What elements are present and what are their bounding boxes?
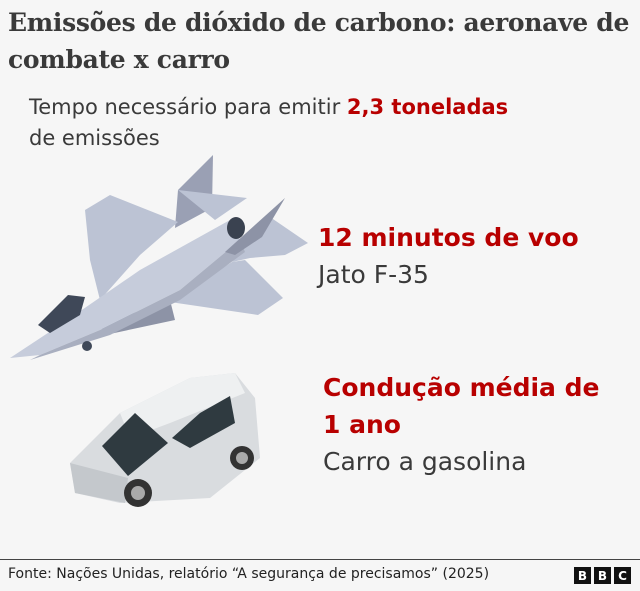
car-illustration <box>70 373 260 507</box>
source-note: Fonte: Nações Unidas, relatório “A segur… <box>8 566 490 582</box>
logo-letter: B <box>574 567 591 584</box>
subtitle: Tempo necessário para emitir 2,3 tonelad… <box>29 92 508 154</box>
subtitle-suffix: de emissões <box>29 126 160 150</box>
car-stat: Condução média de 1 ano Carro a gasolina <box>323 369 599 480</box>
subtitle-highlight: 2,3 toneladas <box>346 95 509 119</box>
car-headline-line1: Condução média de <box>323 373 600 402</box>
subtitle-prefix: Tempo necessário para emitir <box>29 95 347 119</box>
jet-label: Jato F-35 <box>318 260 429 289</box>
bbc-logo: B B C <box>574 567 631 584</box>
jet-stat: 12 minutos de voo Jato F-35 <box>318 219 579 293</box>
jet-headline: 12 minutos de voo <box>318 223 579 252</box>
car-headline-line2: 1 ano <box>323 410 401 439</box>
logo-letter: C <box>614 567 631 584</box>
footer-divider <box>0 559 640 560</box>
logo-letter: B <box>594 567 611 584</box>
car-label: Carro a gasolina <box>323 447 527 476</box>
fighter-jet-illustration <box>10 155 308 360</box>
page-title: Emissões de dióxido de carbono: aeronave… <box>8 8 630 74</box>
